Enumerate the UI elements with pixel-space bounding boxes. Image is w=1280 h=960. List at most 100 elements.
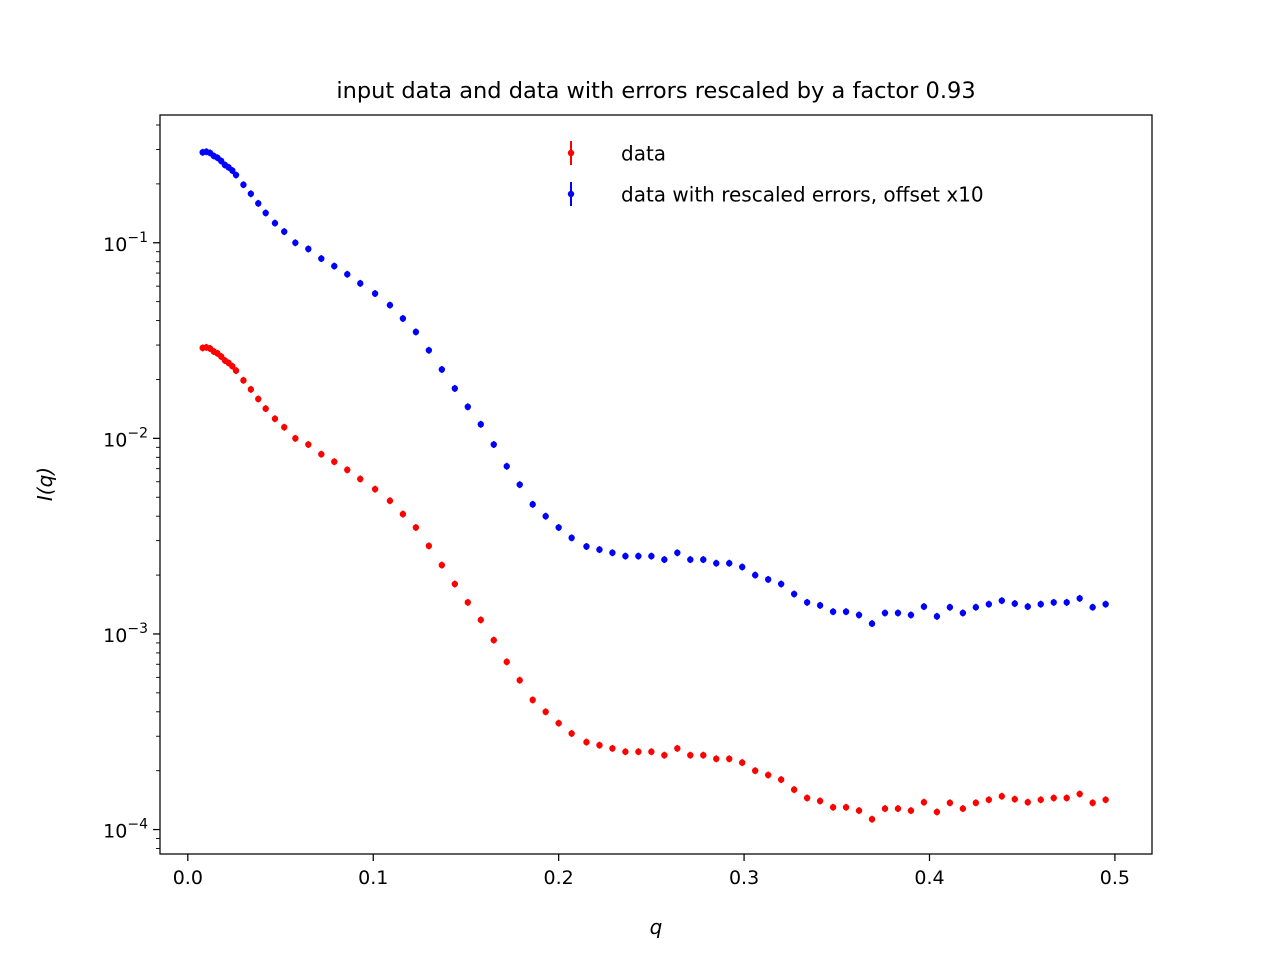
data-point [985, 600, 993, 608]
data-point [451, 385, 459, 392]
y-tick-label: 10−2 [103, 425, 148, 451]
data-point [1089, 799, 1096, 807]
data-point [609, 549, 616, 556]
data-point [972, 799, 980, 807]
data-point [451, 580, 459, 588]
data-point [516, 677, 523, 684]
data-point [503, 658, 510, 666]
data-point [635, 552, 642, 560]
data-point [894, 609, 902, 617]
data-point [972, 604, 980, 611]
data-point [412, 328, 420, 336]
data-point [247, 386, 255, 393]
legend-marker-rescaled [567, 182, 575, 206]
data-point [1024, 799, 1031, 806]
data-point [399, 315, 407, 322]
data-point [357, 475, 364, 483]
data-point [305, 245, 312, 253]
data-point [292, 239, 299, 246]
data-point [790, 786, 798, 793]
data-point [609, 745, 616, 752]
data-point [907, 807, 915, 814]
x-tick-label: 0.3 [729, 867, 759, 889]
data-point [777, 580, 785, 588]
data-point [842, 804, 850, 811]
data-point [674, 549, 681, 556]
data-point [596, 546, 603, 553]
data-point [232, 367, 240, 374]
data-point [583, 738, 590, 746]
data-point [1037, 600, 1044, 608]
data-point [344, 271, 351, 278]
data-point [687, 556, 694, 563]
plot-frame [159, 114, 1153, 855]
data-point [622, 552, 629, 560]
data-point [425, 542, 433, 550]
data-point [292, 435, 299, 442]
data-point [568, 534, 575, 542]
chart-title: input data and data with errors rescaled… [336, 78, 975, 104]
data-point [516, 481, 523, 488]
data-point [232, 171, 240, 179]
data-point [357, 280, 364, 287]
data-point [438, 366, 446, 373]
series-rescaled [199, 148, 1109, 628]
data-point [399, 510, 407, 518]
data-point [344, 466, 351, 474]
data-point [1102, 600, 1109, 608]
data-point [438, 561, 446, 569]
data-point [933, 613, 941, 620]
data-point [920, 799, 928, 806]
data-point [959, 609, 967, 617]
data-point [255, 200, 262, 207]
data-point [674, 745, 681, 752]
y-tick-label: 10−1 [103, 230, 148, 256]
y-tick-label: 10−3 [103, 621, 148, 647]
data-point [568, 730, 575, 737]
data-point [596, 741, 603, 749]
data-point [425, 347, 433, 354]
data-point [1102, 796, 1109, 803]
legend-label-data: data [621, 142, 666, 166]
data-point [752, 767, 759, 774]
data-point [464, 599, 471, 606]
data-point [920, 603, 928, 610]
data-point [318, 255, 325, 262]
legend-marker-data [567, 141, 575, 165]
data-point [1050, 794, 1057, 802]
data-point [1024, 603, 1031, 610]
data-point [881, 609, 889, 617]
data-point [1063, 794, 1070, 802]
data-point [790, 590, 798, 598]
data-point [281, 424, 288, 431]
data-point [229, 167, 236, 174]
data-point [816, 797, 824, 805]
data-point [1037, 796, 1044, 803]
axis-ticks: 0.0 0.1 0.2 0.3 0.4 0.5 10−4 10−3 10−2 10−1 [103, 124, 1130, 889]
legend: data data with rescaled errors, offset x… [567, 141, 984, 207]
data-point [331, 262, 338, 270]
data-point [255, 395, 262, 403]
data-point [985, 796, 993, 803]
data-point [240, 181, 247, 188]
data-point [622, 748, 629, 755]
y-axis-label: I(q) [33, 467, 57, 501]
x-tick-label: 0.1 [358, 867, 388, 889]
data-point [881, 805, 889, 812]
data-point [894, 805, 902, 812]
data-point [477, 421, 484, 428]
data-point [1050, 599, 1057, 606]
data-point [713, 755, 720, 763]
data-point [829, 804, 837, 811]
x-tick-label: 0.0 [173, 867, 203, 889]
data-point [726, 755, 733, 763]
svg-text:I(q): I(q) [33, 467, 57, 501]
x-tick-label: 0.5 [1100, 867, 1130, 889]
data-point [739, 563, 746, 571]
data-point [331, 458, 338, 465]
data-point [1089, 604, 1096, 611]
legend-label-rescaled: data with rescaled errors, offset x10 [621, 183, 984, 207]
data-point [700, 556, 707, 563]
data-point [305, 441, 312, 448]
